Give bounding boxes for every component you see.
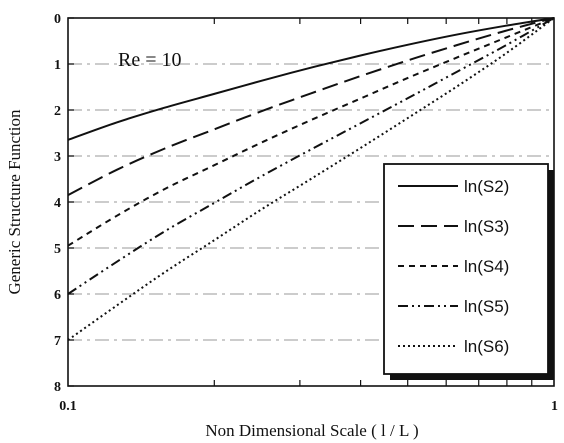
series-line-ln-s5: [67, 17, 555, 295]
re-annotation: Re = 10: [118, 49, 182, 71]
x-axis-label: Non Dimensional Scale ( l / L ): [205, 421, 418, 440]
series-line-ln-s2: [67, 17, 555, 141]
y-tick-label: 3: [54, 150, 61, 165]
legend-label: ln(S6): [464, 337, 509, 356]
y-tick-label: 7: [54, 334, 61, 349]
series-layer: [67, 17, 555, 341]
y-axis-label: Generic Structure Function: [5, 109, 24, 295]
legend-label: ln(S2): [464, 177, 509, 196]
legend-label: ln(S3): [464, 217, 509, 236]
legend-box: [383, 163, 549, 375]
series-line-ln-s6: [67, 17, 555, 341]
y-tick-label: 4: [54, 196, 61, 211]
y-tick-label: 8: [54, 380, 61, 395]
y-tick-label: 5: [54, 242, 61, 257]
grid-layer: [68, 63, 554, 341]
y-tick-label: 0: [54, 12, 61, 27]
legend: ln(S2) ln(S3) ln(S4) ln(S5) ln(S6): [383, 163, 554, 380]
tick-layer: 0 1 2 3 4 5 6 7 8 0.1 1: [54, 12, 558, 414]
legend-label: ln(S4): [464, 257, 509, 276]
x-tick-label: 1: [551, 399, 558, 414]
series-line-ln-s3: [67, 17, 555, 196]
y-tick-label: 1: [54, 58, 61, 73]
legend-label: ln(S5): [464, 297, 509, 316]
x-tick-label: 0.1: [59, 399, 77, 414]
y-tick-label: 6: [54, 288, 61, 303]
y-tick-label: 2: [54, 104, 61, 119]
legend-items: ln(S2) ln(S3) ln(S4) ln(S5) ln(S6): [398, 177, 509, 356]
